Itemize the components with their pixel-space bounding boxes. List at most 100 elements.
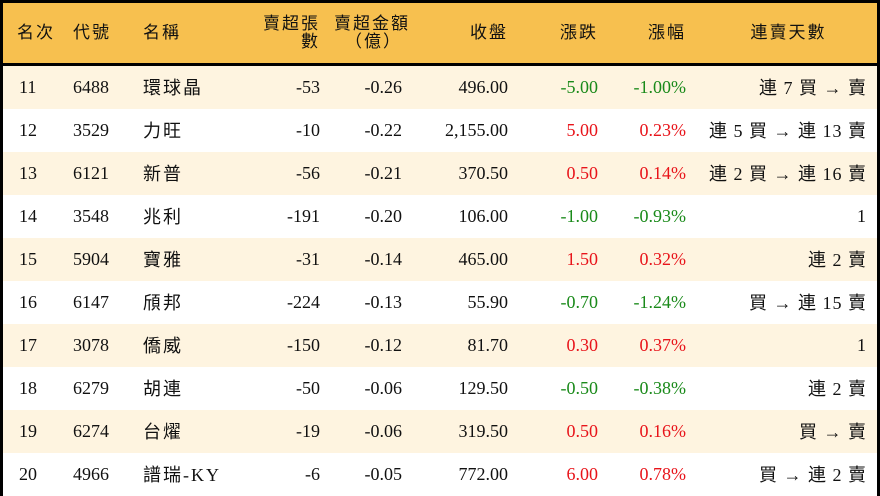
cell-change: 0.50 xyxy=(566,420,599,441)
cell-change-pct: 0.32% xyxy=(639,248,687,269)
cell-code: 6279 xyxy=(73,377,109,398)
cell-streak: 買 → 連 2 賣 xyxy=(759,465,867,485)
cell-close: 81.70 xyxy=(467,334,509,355)
table-row[interactable]: 18 6279 胡連 -50 -0.06 129.50 -0.50 -0.38%… xyxy=(3,366,877,410)
cell-name: 力旺 xyxy=(143,121,183,141)
cell-close: 496.00 xyxy=(458,76,509,97)
cell-net-sell-amount: -0.14 xyxy=(364,248,403,269)
cell-name: 寶雅 xyxy=(143,250,183,270)
cell-name: 台燿 xyxy=(143,422,183,442)
table-row[interactable]: 20 4966 譜瑞-KY -6 -0.05 772.00 6.00 0.78%… xyxy=(3,452,877,496)
cell-streak: 連 5 買 → 連 13 賣 xyxy=(709,121,867,141)
cell-change: 1.50 xyxy=(566,248,599,269)
cell-streak: 連 2 賣 xyxy=(808,379,867,399)
cell-net-sell-amount: -0.26 xyxy=(364,76,403,97)
header-divider xyxy=(3,62,877,67)
cell-code: 4966 xyxy=(73,463,109,484)
cell-change-pct: 0.16% xyxy=(639,420,687,441)
cell-change-pct: 0.23% xyxy=(639,119,687,140)
cell-change-pct: 0.14% xyxy=(639,162,687,183)
cell-change: -0.70 xyxy=(560,291,599,312)
table-row[interactable]: 11 6488 環球晶 -53 -0.26 496.00 -5.00 -1.00… xyxy=(3,65,877,109)
cell-net-sell-lots: -150 xyxy=(287,334,320,355)
table-row[interactable]: 17 3078 僑威 -150 -0.12 81.70 0.30 0.37% 1 xyxy=(3,323,877,367)
cell-name: 頎邦 xyxy=(143,293,183,313)
cell-close: 772.00 xyxy=(458,463,509,484)
cell-streak: 買 → 連 15 賣 xyxy=(749,293,867,313)
cell-rank: 19 xyxy=(19,420,37,441)
cell-change-pct: -0.38% xyxy=(633,377,687,398)
cell-change-pct: 0.78% xyxy=(639,463,687,484)
header-change-pct[interactable]: 漲幅 xyxy=(648,22,686,42)
cell-rank: 18 xyxy=(19,377,37,398)
cell-change: 6.00 xyxy=(566,463,599,484)
cell-code: 5904 xyxy=(73,248,109,269)
cell-streak: 1 xyxy=(857,205,867,226)
table-row[interactable]: 13 6121 新普 -56 -0.21 370.50 0.50 0.14% 連… xyxy=(3,151,877,195)
cell-name: 譜瑞-KY xyxy=(143,465,221,485)
cell-streak: 連 2 賣 xyxy=(808,250,867,270)
cell-net-sell-amount: -0.22 xyxy=(364,119,403,140)
cell-close: 129.50 xyxy=(458,377,509,398)
cell-name: 僑威 xyxy=(143,336,183,356)
table-row[interactable]: 12 3529 力旺 -10 -0.22 2,155.00 5.00 0.23%… xyxy=(3,108,877,152)
cell-change-pct: -1.00% xyxy=(633,76,687,97)
cell-net-sell-amount: -0.20 xyxy=(364,205,403,226)
header-net-sell-lots[interactable]: 賣超張數 xyxy=(245,3,320,64)
cell-change: -1.00 xyxy=(560,205,599,226)
cell-close: 2,155.00 xyxy=(445,119,508,140)
cell-name: 環球晶 xyxy=(143,78,203,98)
cell-code: 6488 xyxy=(73,76,109,97)
cell-streak: 1 xyxy=(857,334,867,355)
cell-net-sell-lots: -19 xyxy=(296,420,320,441)
cell-name: 胡連 xyxy=(143,379,183,399)
cell-net-sell-lots: -50 xyxy=(296,377,320,398)
cell-net-sell-amount: -0.06 xyxy=(364,420,403,441)
cell-change: -0.50 xyxy=(560,377,599,398)
cell-net-sell-amount: -0.12 xyxy=(364,334,403,355)
cell-net-sell-lots: -53 xyxy=(296,76,320,97)
table-row[interactable]: 14 3548 兆利 -191 -0.20 106.00 -1.00 -0.93… xyxy=(3,194,877,238)
cell-net-sell-lots: -56 xyxy=(296,162,320,183)
cell-code: 6121 xyxy=(73,162,109,183)
cell-net-sell-lots: -191 xyxy=(287,205,320,226)
cell-rank: 17 xyxy=(19,334,37,355)
cell-net-sell-lots: -31 xyxy=(296,248,320,269)
cell-rank: 16 xyxy=(19,291,37,312)
cell-rank: 20 xyxy=(19,463,37,484)
header-change[interactable]: 漲跌 xyxy=(560,22,598,42)
header-close[interactable]: 收盤 xyxy=(470,22,508,42)
header-net-sell-amount[interactable]: 賣超金額 （億） xyxy=(320,3,420,64)
header-code[interactable]: 代號 xyxy=(73,22,111,42)
cell-rank: 15 xyxy=(19,248,37,269)
cell-rank: 14 xyxy=(19,205,37,226)
header-net-sell-amount-line2: （億） xyxy=(345,31,402,51)
cell-net-sell-amount: -0.13 xyxy=(364,291,403,312)
cell-net-sell-lots: -224 xyxy=(287,291,320,312)
header-net-sell-amount-line1: 賣超金額 xyxy=(334,13,410,33)
cell-rank: 12 xyxy=(19,119,37,140)
cell-code: 3548 xyxy=(73,205,109,226)
cell-close: 319.50 xyxy=(458,420,509,441)
cell-code: 3078 xyxy=(73,334,109,355)
header-net-sell-lots-label: 賣超張數 xyxy=(263,13,320,51)
header-rank[interactable]: 名次 xyxy=(17,22,55,42)
net-sell-ranking-table: 名次 代號 名稱 賣超張數 賣超金額 （億） 收盤 漲跌 漲幅 連賣天數 11 … xyxy=(3,3,877,496)
cell-change: -5.00 xyxy=(560,76,599,97)
net-sell-ranking-table-container: 名次 代號 名稱 賣超張數 賣超金額 （億） 收盤 漲跌 漲幅 連賣天數 11 … xyxy=(3,3,877,496)
cell-change-pct: -1.24% xyxy=(633,291,687,312)
cell-code: 6274 xyxy=(73,420,109,441)
cell-name: 兆利 xyxy=(143,207,183,227)
header-streak[interactable]: 連賣天數 xyxy=(750,22,827,42)
cell-change: 0.30 xyxy=(566,334,599,355)
table-row[interactable]: 15 5904 寶雅 -31 -0.14 465.00 1.50 0.32% 連… xyxy=(3,237,877,281)
cell-net-sell-amount: -0.21 xyxy=(364,162,403,183)
cell-rank: 11 xyxy=(19,76,37,97)
cell-net-sell-amount: -0.05 xyxy=(364,463,403,484)
table-row[interactable]: 16 6147 頎邦 -224 -0.13 55.90 -0.70 -1.24%… xyxy=(3,280,877,324)
cell-code: 3529 xyxy=(73,119,109,140)
cell-change: 0.50 xyxy=(566,162,599,183)
table-row[interactable]: 19 6274 台燿 -19 -0.06 319.50 0.50 0.16% 買… xyxy=(3,409,877,453)
header-name[interactable]: 名稱 xyxy=(143,22,181,42)
cell-streak: 連 7 買 → 賣 xyxy=(759,78,867,98)
